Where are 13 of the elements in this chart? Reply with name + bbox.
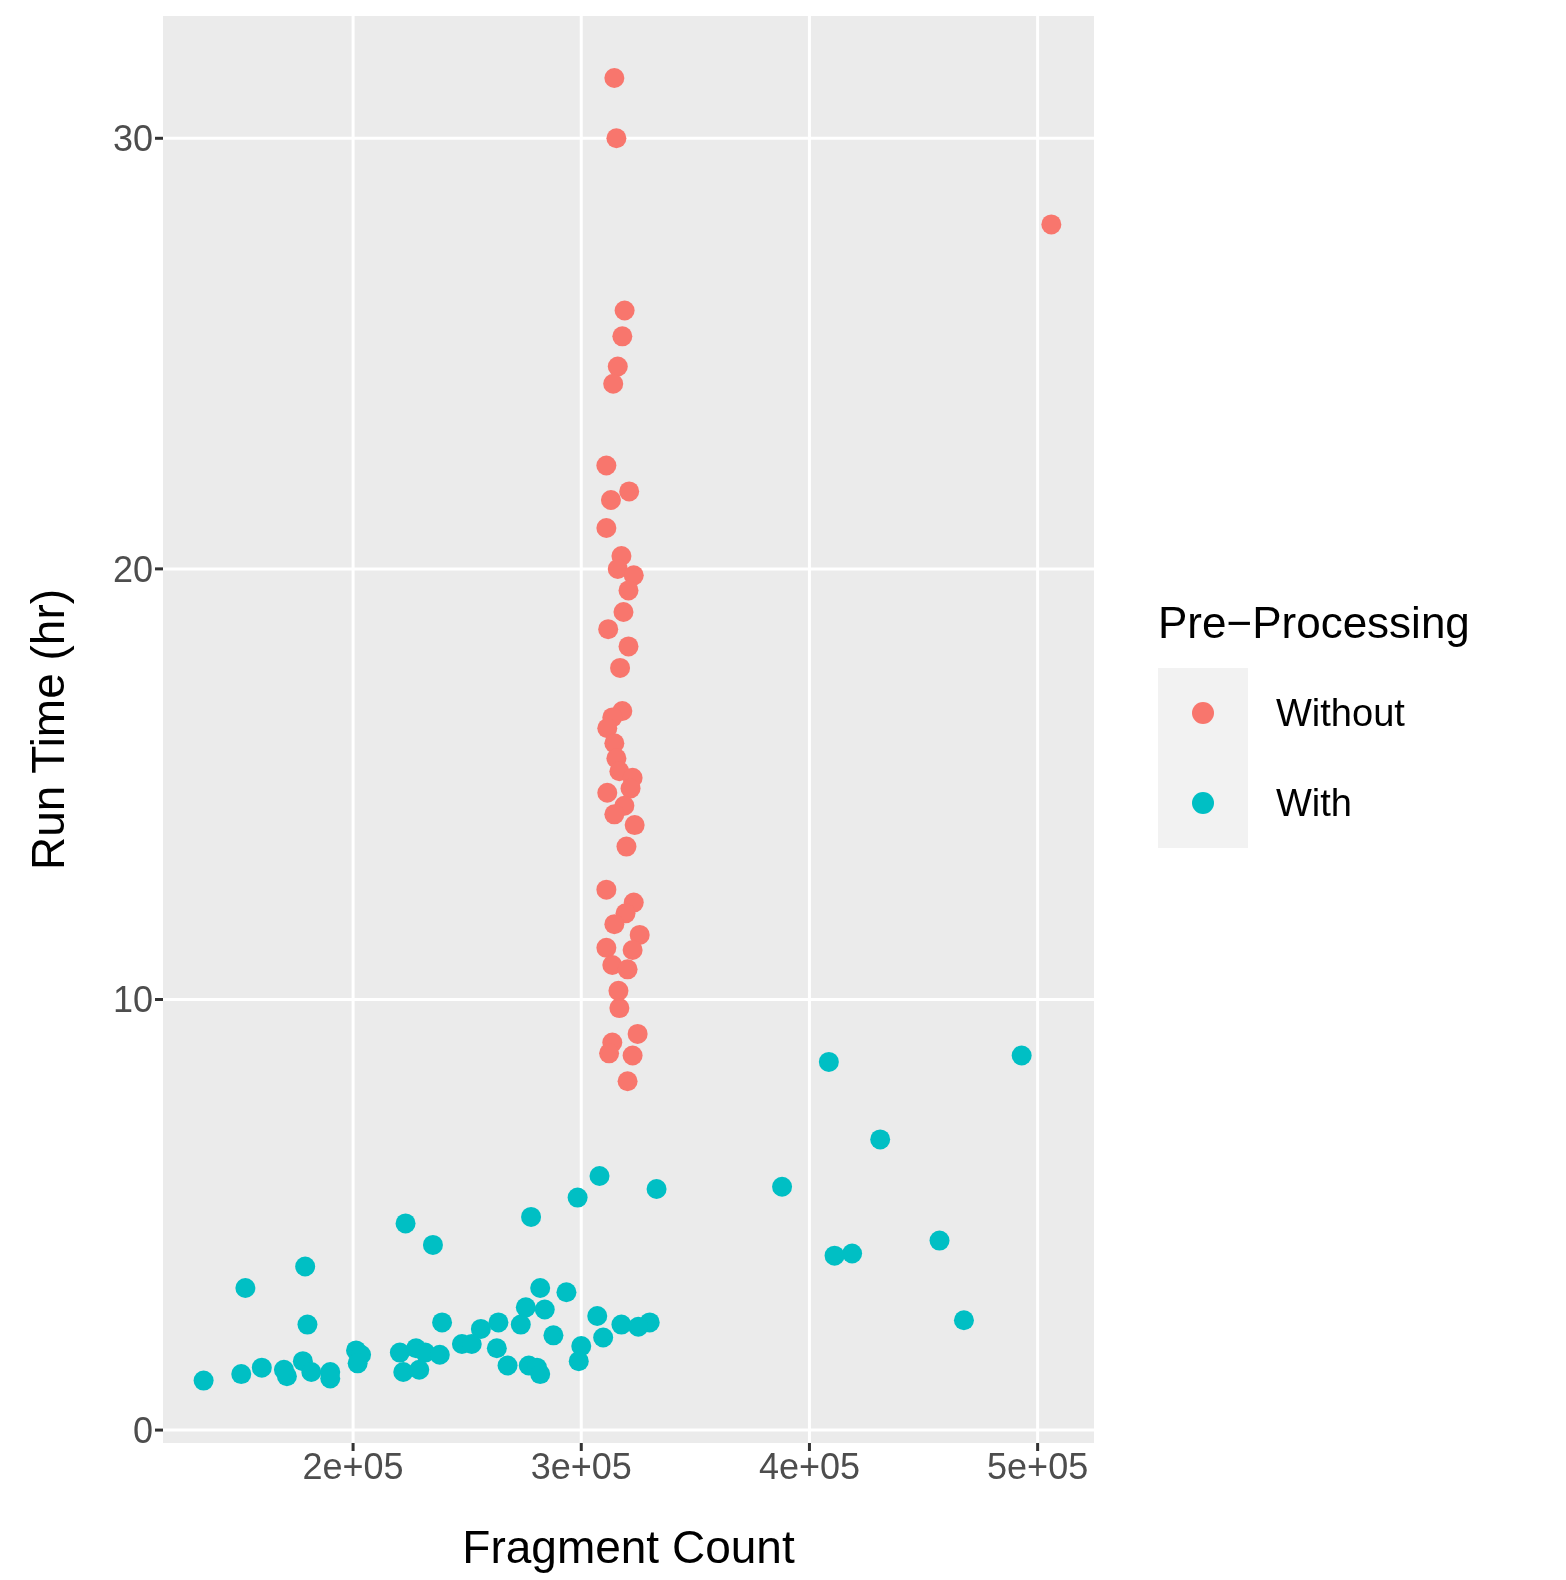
x-tick-label: 2e+05 [302,1445,404,1487]
y-tick-label: 10 [112,979,153,1021]
legend-label: With [1276,781,1352,825]
x-tick-label: 3e+05 [530,1445,632,1487]
y-axis-title: Run Time (hr) [22,588,75,871]
y-tick-label: 0 [132,1409,153,1451]
x-axis-title: Fragment Count [462,1521,795,1573]
legend-title: Pre−Processing [1158,598,1470,648]
y-tick-label: 20 [112,548,153,590]
y-tick-label: 30 [112,118,153,160]
legend-label: Without [1276,691,1405,735]
x-tick-label: 4e+05 [758,1445,861,1487]
x-tick-label: 5e+05 [987,1445,1089,1487]
